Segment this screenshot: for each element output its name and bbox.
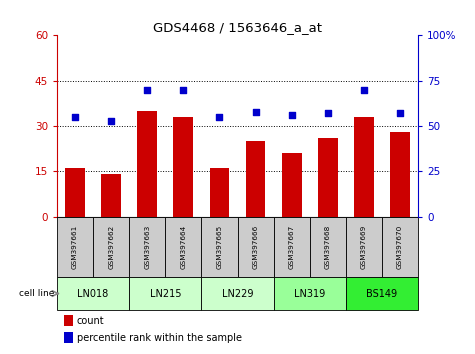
- Bar: [93, 217, 129, 278]
- Point: [252, 109, 259, 114]
- Bar: [318, 138, 338, 217]
- Point: [324, 110, 332, 116]
- Bar: [274, 278, 346, 310]
- Bar: [64, 315, 73, 326]
- Point: [71, 114, 79, 120]
- Title: GDS4468 / 1563646_a_at: GDS4468 / 1563646_a_at: [153, 21, 322, 34]
- Text: LN229: LN229: [222, 289, 253, 298]
- Bar: [173, 117, 193, 217]
- Bar: [346, 217, 382, 278]
- Bar: [382, 217, 418, 278]
- Text: count: count: [77, 316, 104, 326]
- Bar: [354, 117, 374, 217]
- Text: GSM397670: GSM397670: [397, 225, 403, 269]
- Text: GSM397661: GSM397661: [72, 225, 78, 269]
- Bar: [64, 332, 73, 343]
- Bar: [165, 217, 201, 278]
- Text: GSM397665: GSM397665: [217, 225, 222, 269]
- Bar: [310, 217, 346, 278]
- Text: cell line: cell line: [19, 289, 54, 298]
- Point: [360, 87, 368, 93]
- Text: GSM397662: GSM397662: [108, 225, 114, 269]
- Point: [143, 87, 151, 93]
- Bar: [201, 278, 274, 310]
- Bar: [201, 217, 238, 278]
- Bar: [274, 217, 310, 278]
- Text: GSM397668: GSM397668: [325, 225, 331, 269]
- Point: [180, 87, 187, 93]
- Bar: [137, 111, 157, 217]
- Bar: [209, 168, 229, 217]
- Bar: [246, 141, 266, 217]
- Point: [288, 112, 295, 118]
- Bar: [57, 278, 129, 310]
- Text: GSM397666: GSM397666: [253, 225, 258, 269]
- Bar: [390, 132, 410, 217]
- Point: [107, 118, 115, 124]
- Text: GSM397663: GSM397663: [144, 225, 150, 269]
- Text: GSM397667: GSM397667: [289, 225, 294, 269]
- Bar: [129, 217, 165, 278]
- Text: percentile rank within the sample: percentile rank within the sample: [77, 333, 242, 343]
- Text: LN018: LN018: [77, 289, 109, 298]
- Text: BS149: BS149: [366, 289, 398, 298]
- Point: [396, 110, 404, 116]
- Bar: [238, 217, 274, 278]
- Bar: [101, 174, 121, 217]
- Bar: [57, 217, 93, 278]
- Text: LN215: LN215: [150, 289, 181, 298]
- Bar: [65, 168, 85, 217]
- Text: GSM397669: GSM397669: [361, 225, 367, 269]
- Bar: [346, 278, 418, 310]
- Text: LN319: LN319: [294, 289, 325, 298]
- Bar: [129, 278, 201, 310]
- Text: GSM397664: GSM397664: [180, 225, 186, 269]
- Bar: [282, 153, 302, 217]
- Point: [216, 114, 223, 120]
